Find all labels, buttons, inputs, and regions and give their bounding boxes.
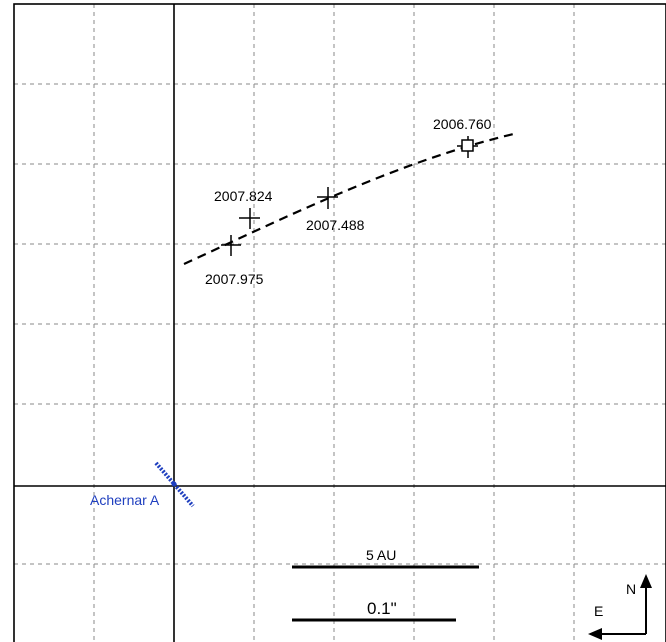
scale-bar-arcsec-label: 0.1" [367, 599, 397, 618]
grid [14, 4, 666, 642]
epoch-point-2006-760: 2006.760 [433, 116, 492, 158]
epoch-label: 2007.975 [205, 271, 264, 287]
epoch-square-marker [461, 139, 474, 152]
primary-star-label: Achernar A [90, 492, 160, 508]
north-arrow-head [640, 574, 652, 588]
east-label: E [594, 603, 603, 619]
scale-bars: 5 AU 0.1" [292, 547, 479, 622]
plot-frame [13, 3, 666, 642]
epoch-label: 2007.824 [214, 188, 273, 204]
primary-star-center [171, 481, 177, 487]
epoch-label: 2006.760 [433, 116, 492, 132]
epoch-markers: 2007.975 2007.824 2007.488 2006.760 [205, 116, 492, 287]
epoch-point-2007-488: 2007.488 [306, 187, 365, 233]
scale-bar-au-label: 5 AU [366, 547, 396, 563]
epoch-point-2007-975: 2007.975 [205, 235, 264, 287]
north-label: N [626, 581, 636, 597]
compass: N E [588, 574, 652, 640]
east-arrow-head [588, 628, 602, 640]
primary-star: Achernar A [90, 461, 195, 508]
epoch-point-2007-824: 2007.824 [214, 188, 273, 229]
epoch-label: 2007.488 [306, 217, 365, 233]
axes [14, 4, 666, 642]
